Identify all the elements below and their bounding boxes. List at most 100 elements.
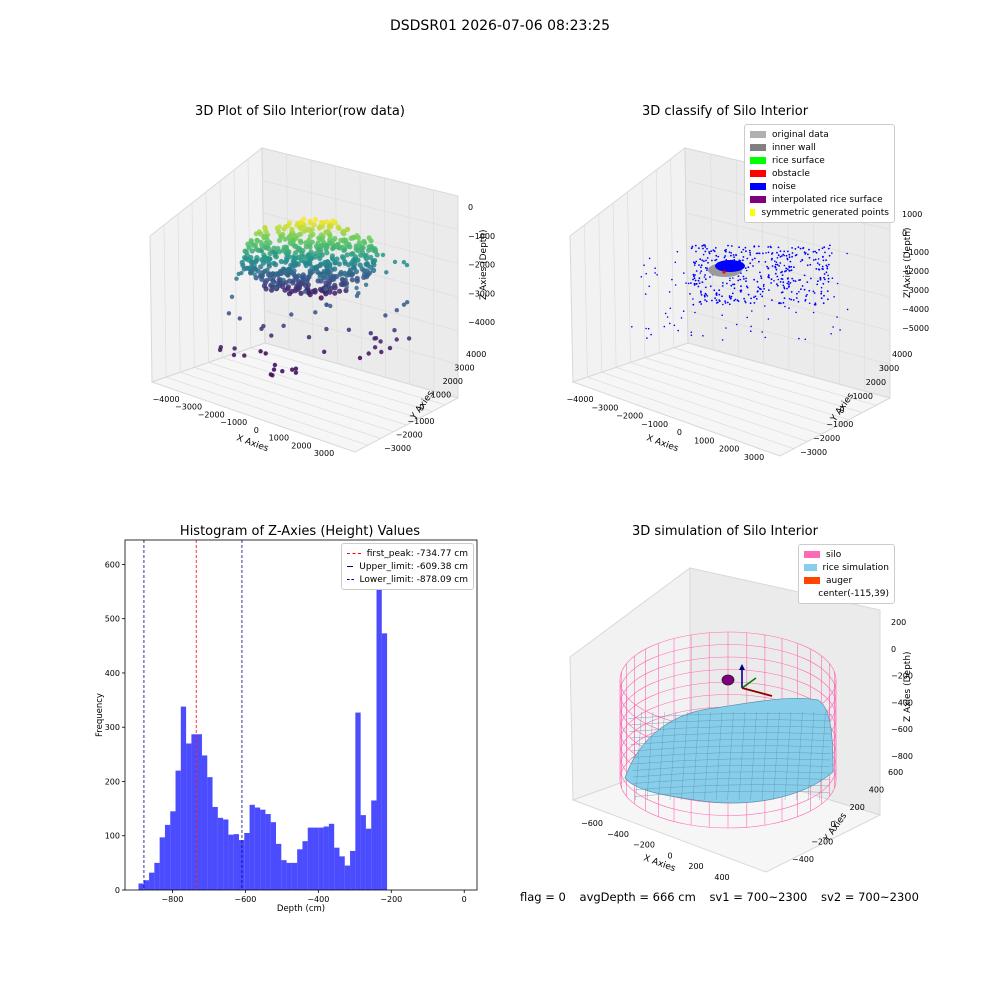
noise-point bbox=[730, 252, 733, 254]
raw-point bbox=[305, 226, 311, 232]
noise-point bbox=[743, 297, 745, 300]
raw-point bbox=[316, 225, 323, 231]
raw-point bbox=[361, 268, 367, 274]
histogram-bar bbox=[254, 807, 261, 890]
p4-z-tick: −400 bbox=[891, 698, 913, 707]
histogram-legend: first_peak: -734.77 cm Upper_limit: -609.… bbox=[341, 543, 474, 590]
noise-point bbox=[730, 254, 732, 257]
noise-point bbox=[738, 246, 740, 249]
noise-point bbox=[820, 297, 823, 300]
raw-point bbox=[343, 240, 349, 246]
noise-point bbox=[693, 277, 696, 280]
noise-point bbox=[745, 269, 748, 272]
noise-point bbox=[787, 268, 789, 271]
raw-point bbox=[269, 287, 275, 293]
noise-point bbox=[692, 273, 695, 276]
mesh-line bbox=[773, 711, 780, 801]
noise-point bbox=[814, 258, 817, 261]
auger-marker bbox=[721, 664, 773, 697]
noise-point bbox=[756, 290, 759, 293]
mesh-line bbox=[727, 711, 734, 801]
noise-point bbox=[823, 246, 826, 249]
raw-point bbox=[306, 274, 312, 280]
noise-point bbox=[806, 293, 808, 296]
raw-point bbox=[366, 247, 372, 253]
mesh-line bbox=[630, 745, 831, 752]
noise-point bbox=[800, 288, 802, 291]
mesh-line bbox=[631, 758, 831, 765]
y-tick-label: 100 bbox=[105, 832, 120, 841]
raw-point bbox=[358, 252, 364, 258]
noise-point bbox=[827, 247, 830, 250]
noise-point bbox=[783, 297, 786, 300]
noise-point bbox=[798, 337, 800, 340]
noise-point bbox=[767, 276, 769, 278]
noise-point bbox=[706, 257, 709, 259]
raw-point bbox=[365, 262, 371, 268]
raw-point bbox=[258, 264, 264, 270]
noise-point bbox=[676, 250, 679, 253]
noise-point bbox=[645, 327, 647, 330]
noise-point bbox=[827, 298, 829, 301]
noise-point bbox=[792, 299, 795, 301]
raw-point bbox=[335, 242, 341, 248]
histogram-bar bbox=[207, 777, 213, 890]
histogram-bar bbox=[217, 817, 224, 890]
noise-point bbox=[734, 298, 737, 301]
raw-point bbox=[307, 261, 312, 266]
p1-y-tick: 0 bbox=[419, 404, 424, 413]
noise-point bbox=[706, 295, 709, 297]
raw-point bbox=[324, 244, 330, 250]
noise-point bbox=[788, 283, 790, 286]
raw-point bbox=[354, 278, 360, 284]
noise-point bbox=[725, 327, 727, 329]
raw-point bbox=[324, 250, 330, 256]
legend-label: Lower_limit: -878.09 cm bbox=[359, 574, 468, 585]
noise-point bbox=[828, 254, 831, 257]
noise-point bbox=[709, 285, 712, 288]
noise-point bbox=[738, 259, 740, 262]
raw-point bbox=[259, 249, 264, 254]
raw-point bbox=[325, 268, 331, 274]
noise-point bbox=[789, 282, 792, 284]
noise-point bbox=[694, 274, 696, 276]
noise-point bbox=[698, 282, 701, 284]
noise-point bbox=[715, 254, 718, 257]
mesh-line bbox=[631, 751, 831, 758]
noise-point bbox=[825, 264, 828, 267]
raw-point bbox=[317, 274, 322, 279]
noise-point bbox=[754, 257, 756, 260]
noise-point bbox=[648, 257, 651, 260]
histogram-bar bbox=[228, 834, 234, 890]
noise-point bbox=[779, 262, 782, 264]
noise-point bbox=[743, 278, 745, 280]
raw-point bbox=[314, 264, 320, 270]
noise-point bbox=[790, 291, 793, 293]
noise-point bbox=[779, 281, 782, 283]
raw-point bbox=[249, 260, 255, 266]
noise-point bbox=[700, 294, 703, 296]
legend-label: noise bbox=[772, 181, 796, 192]
noise-point bbox=[782, 284, 785, 287]
noise-point bbox=[739, 278, 742, 281]
histogram-bar bbox=[244, 833, 250, 890]
panel2-title: 3D classify of Silo Interior bbox=[641, 104, 809, 119]
noise-point bbox=[780, 302, 782, 305]
noise-point bbox=[737, 300, 740, 303]
noise-point bbox=[699, 272, 702, 274]
noise-point bbox=[766, 265, 768, 268]
y-tick-label: 0 bbox=[115, 886, 120, 895]
raw-point bbox=[301, 224, 307, 230]
noise-point bbox=[788, 269, 791, 272]
noise-point bbox=[794, 248, 797, 250]
histogram-bar bbox=[233, 834, 239, 890]
noise-point bbox=[750, 330, 752, 333]
noise-point bbox=[796, 292, 798, 295]
noise-point bbox=[754, 295, 757, 298]
p2-x-tick: 1000 bbox=[694, 436, 714, 445]
noise-point bbox=[718, 299, 721, 301]
histogram-bar bbox=[286, 862, 292, 890]
noise-point bbox=[779, 250, 782, 253]
legend-swatch bbox=[804, 564, 817, 571]
noise-point bbox=[695, 260, 698, 263]
